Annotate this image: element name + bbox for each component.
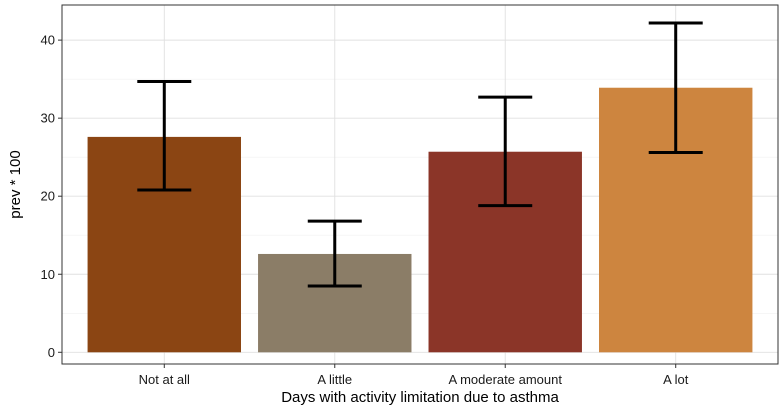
y-tick-label: 40 <box>41 33 55 48</box>
panel-border <box>61 4 779 365</box>
bars <box>87 87 753 353</box>
x-axis-title: Days with activity limitation due to ast… <box>281 389 559 406</box>
x-tick-label: Not at all <box>139 372 190 387</box>
y-tick-label: 20 <box>41 189 55 204</box>
y-tick-label: 10 <box>41 267 55 282</box>
y-axis-ticks: 0 10 20 30 40 <box>41 33 62 360</box>
error-bars <box>137 21 703 288</box>
x-axis-ticks: Not at all A little A moderate amount A lot <box>139 364 689 387</box>
y-tick-label: 30 <box>41 111 55 126</box>
y-axis-title: prev * 100 <box>7 150 24 218</box>
x-tick-label: A lot <box>663 372 689 387</box>
x-tick-label: A little <box>317 372 352 387</box>
y-tick-label: 0 <box>48 345 55 360</box>
x-tick-label: A moderate amount <box>449 372 563 387</box>
